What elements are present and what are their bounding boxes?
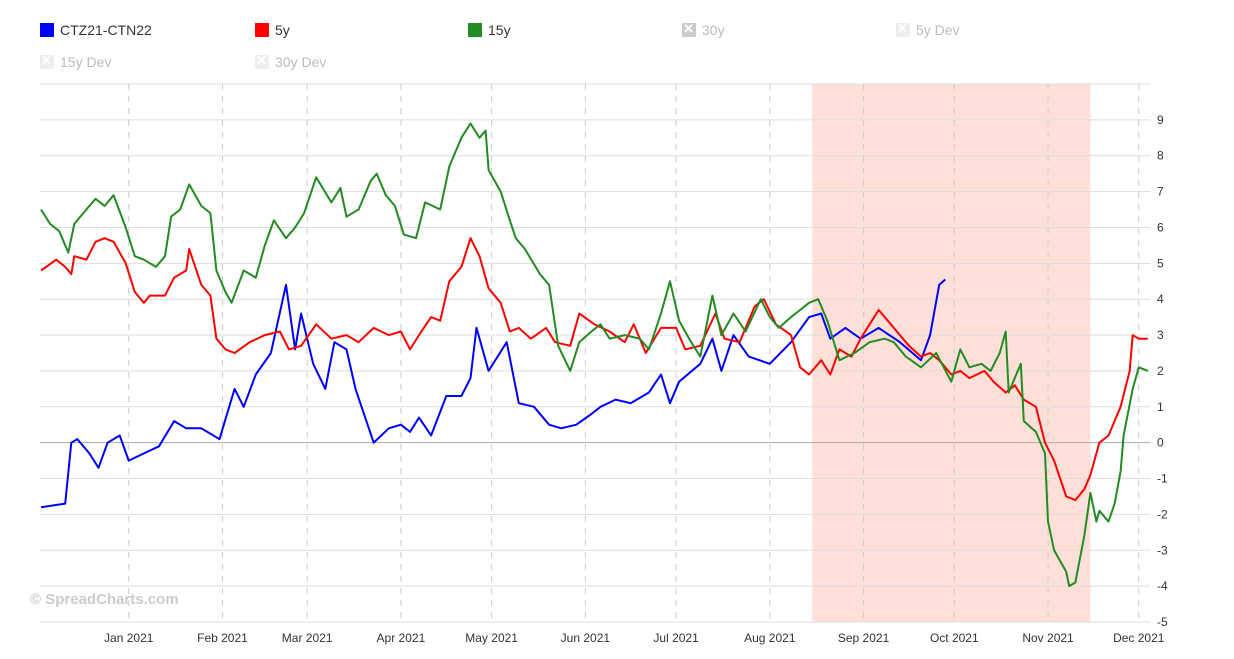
hidden-series-icon <box>255 53 269 69</box>
x-tick-label: Jan 2021 <box>104 631 154 645</box>
y-tick-label: 2 <box>1157 364 1164 378</box>
legend-item-15y[interactable]: 15y <box>468 22 511 38</box>
legend-item-5y[interactable]: 5y <box>255 22 290 38</box>
x-tick-label: Aug 2021 <box>744 631 796 645</box>
x-tick-label: Apr 2021 <box>377 631 426 645</box>
legend-label: 5y <box>275 22 290 38</box>
legend-item-ctz21-ctn22[interactable]: CTZ21-CTN22 <box>40 22 152 38</box>
x-tick-label: Sep 2021 <box>838 631 890 645</box>
legend-label: CTZ21-CTN22 <box>60 22 152 38</box>
y-tick-label: 5 <box>1157 256 1164 270</box>
x-tick-label: Jul 2021 <box>653 631 699 645</box>
y-tick-label: 1 <box>1157 400 1164 414</box>
legend-swatch-icon <box>40 23 54 37</box>
x-tick-label: Feb 2021 <box>197 631 248 645</box>
legend-item-15y-dev[interactable]: 15y Dev <box>40 53 112 70</box>
legend-item-5y-dev[interactable]: 5y Dev <box>896 21 960 38</box>
hidden-series-icon <box>682 21 696 37</box>
y-tick-label: -4 <box>1157 579 1168 593</box>
y-tick-label: -2 <box>1157 507 1168 521</box>
x-tick-label: Jun 2021 <box>561 631 611 645</box>
legend-item-30y-dev[interactable]: 30y Dev <box>255 53 327 70</box>
hidden-series-icon <box>896 21 910 37</box>
series-line-ctz21-ctn22 <box>40 278 946 509</box>
y-tick-label: 4 <box>1157 292 1164 306</box>
y-tick-label: 0 <box>1157 436 1164 450</box>
legend-swatch-icon <box>468 23 482 37</box>
legend-label: 30y Dev <box>275 54 327 70</box>
series-line-15y <box>40 122 1149 588</box>
legend-label: 30y <box>702 22 725 38</box>
legend-item-30y[interactable]: 30y <box>682 21 725 38</box>
hidden-series-icon <box>40 53 54 69</box>
y-tick-label: 8 <box>1157 149 1164 163</box>
y-tick-label: 6 <box>1157 220 1164 234</box>
legend-label: 5y Dev <box>916 22 960 38</box>
x-tick-label: Nov 2021 <box>1022 631 1074 645</box>
y-tick-label: -3 <box>1157 543 1168 557</box>
watermark: © SpreadCharts.com <box>30 591 179 608</box>
x-tick-label: Dec 2021 <box>1113 631 1165 645</box>
x-tick-label: Mar 2021 <box>282 631 333 645</box>
legend-label: 15y <box>488 22 511 38</box>
y-tick-label: -1 <box>1157 472 1168 486</box>
highlight-band <box>812 84 1091 622</box>
legend-label: 15y Dev <box>60 54 112 70</box>
x-tick-label: Oct 2021 <box>930 631 979 645</box>
y-tick-label: 9 <box>1157 113 1164 127</box>
y-tick-label: 3 <box>1157 328 1164 342</box>
y-tick-label: -5 <box>1157 615 1168 629</box>
legend-swatch-icon <box>255 23 269 37</box>
y-tick-label: 7 <box>1157 185 1164 199</box>
x-tick-label: May 2021 <box>465 631 518 645</box>
